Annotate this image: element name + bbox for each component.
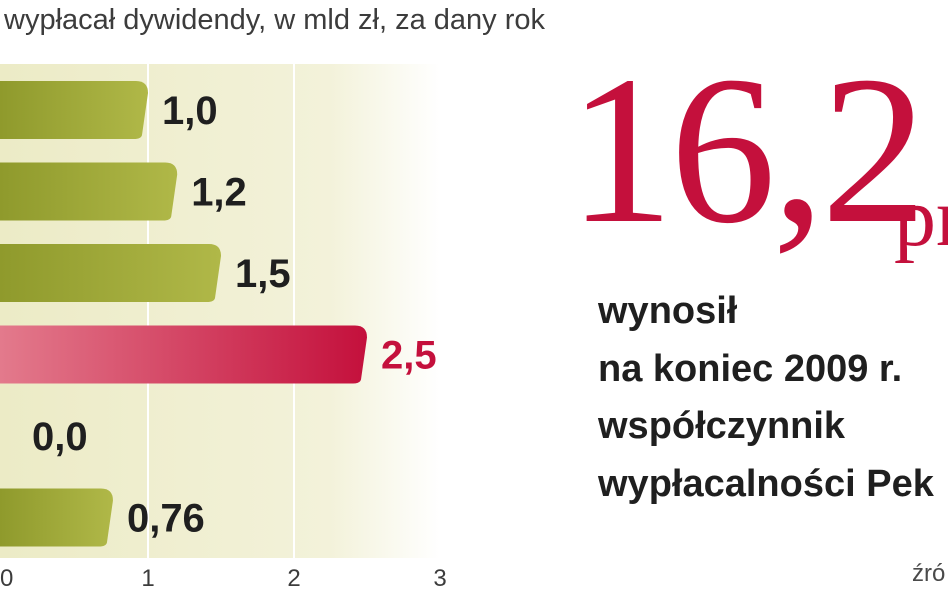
caption-line: wypłacalności Pek [598,462,934,505]
bar-value-label: 0,0 [32,415,88,459]
bar [0,162,178,221]
caption-line: wynosił [598,290,738,332]
callout-value: 16,2 [568,32,927,267]
bar-value-label: 1,0 [162,89,218,133]
bar-value-label: 2,5 [381,334,437,378]
source-label: źró [912,560,946,587]
bar [0,325,367,384]
chart-subtitle: wypłacał dywidendy, w mld zł, za dany ro… [4,4,546,36]
bar [0,81,148,139]
callout-unit: pr [894,171,948,264]
bar-value-label: 1,2 [191,171,247,215]
x-tick-label: 0 [0,565,13,592]
bar-value-label: 1,5 [235,252,291,296]
bar [0,244,221,302]
x-tick-label: 2 [287,565,300,592]
bar [0,488,113,547]
x-tick-label: 3 [433,565,446,592]
bar-chart: 1,0 1,2 1,5 2,5 0,0 0,76 0 1 2 3 [0,64,447,592]
bar-value-label: 0,76 [127,497,205,541]
caption-line: współczynnik [598,405,846,447]
caption-line: na koniec 2009 r. [598,347,903,390]
plot-background [0,64,440,558]
callout-caption: wynosił na koniec 2009 r. współczynnik w… [598,283,934,513]
x-tick-label: 1 [141,565,154,592]
